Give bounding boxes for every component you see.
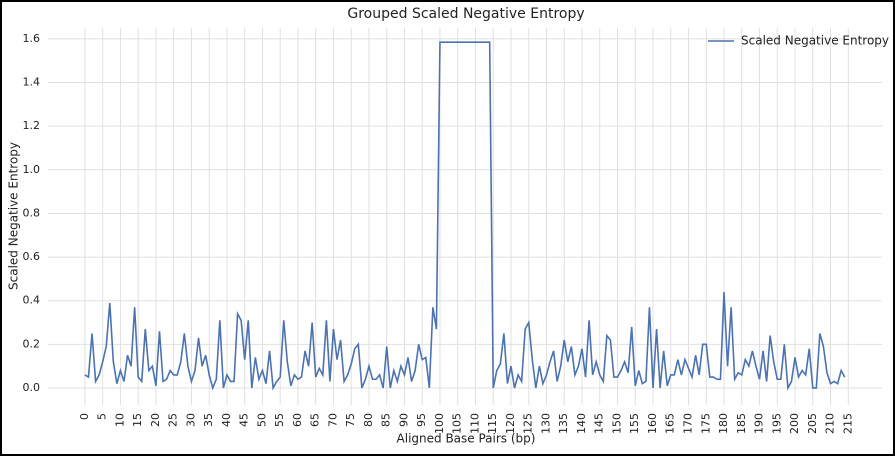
y-tick-label: 0.4 xyxy=(23,294,41,307)
x-tick-label: 105 xyxy=(451,413,464,434)
x-tick-label: 130 xyxy=(539,413,552,434)
x-tick-label: 140 xyxy=(575,413,588,434)
data-line xyxy=(84,41,846,391)
x-tick-label: 150 xyxy=(610,413,623,434)
y-axis-label: Scaled Negative Entropy xyxy=(7,142,21,290)
x-tick-label: 160 xyxy=(646,413,659,434)
x-tick-label: 65 xyxy=(309,413,322,427)
x-tick-label: 195 xyxy=(770,413,783,434)
x-tick-label: 20 xyxy=(149,413,162,427)
x-tick-label: 125 xyxy=(522,413,535,434)
y-tick-label: 1.4 xyxy=(23,76,41,89)
x-tick-label: 180 xyxy=(717,413,730,434)
y-tick-label: 1.2 xyxy=(23,119,41,132)
x-tick-label: 50 xyxy=(255,413,268,427)
x-tick-label: 90 xyxy=(397,413,410,427)
x-tick-label: 85 xyxy=(380,413,393,427)
x-tick-label: 110 xyxy=(468,413,481,434)
x-tick-label: 5 xyxy=(96,413,109,420)
x-tick-label: 15 xyxy=(131,413,144,427)
x-tick-label: 30 xyxy=(184,413,197,427)
y-tick-label: 1.0 xyxy=(23,163,41,176)
x-tick-label: 95 xyxy=(415,413,428,427)
y-tick-label: 0.8 xyxy=(23,206,41,219)
y-tick-label: 0.2 xyxy=(23,337,41,350)
x-tick-label: 80 xyxy=(362,413,375,427)
x-tick-label: 10 xyxy=(113,413,126,427)
x-tick-label: 100 xyxy=(433,413,446,434)
x-tick-label: 35 xyxy=(202,413,215,427)
x-tick-label: 200 xyxy=(788,413,801,434)
x-tick-label: 0 xyxy=(78,413,91,420)
x-tick-label: 155 xyxy=(628,413,641,434)
x-tick-label: 75 xyxy=(344,413,357,427)
x-tick-label: 70 xyxy=(326,413,339,427)
x-tick-label: 115 xyxy=(486,413,499,434)
x-tick-label: 185 xyxy=(735,413,748,434)
x-tick-label: 40 xyxy=(220,413,233,427)
x-tick-label: 205 xyxy=(806,413,819,434)
x-tick-label: 60 xyxy=(291,413,304,427)
x-tick-label: 135 xyxy=(557,413,570,434)
x-tick-label: 145 xyxy=(593,413,606,434)
x-tick-label: 120 xyxy=(504,413,517,434)
x-axis-label: Aligned Base Pairs (bp) xyxy=(397,432,536,446)
x-tick-label: 25 xyxy=(167,413,180,427)
y-tick-label: 1.6 xyxy=(23,32,41,45)
x-tick-label: 55 xyxy=(273,413,286,427)
x-tick-label: 165 xyxy=(664,413,677,434)
x-tick-label: 190 xyxy=(753,413,766,434)
y-tick-label: 0.6 xyxy=(23,250,41,263)
x-tick-label: 175 xyxy=(699,413,712,434)
chart-title: Grouped Scaled Negative Entropy xyxy=(347,6,584,22)
x-tick-label: 170 xyxy=(682,413,695,434)
x-tick-label: 215 xyxy=(841,413,854,434)
y-tick-label: 0.0 xyxy=(23,381,41,394)
x-tick-label: 45 xyxy=(238,413,251,427)
legend-label: Scaled Negative Entropy xyxy=(741,34,889,48)
x-tick-label: 210 xyxy=(824,413,837,434)
